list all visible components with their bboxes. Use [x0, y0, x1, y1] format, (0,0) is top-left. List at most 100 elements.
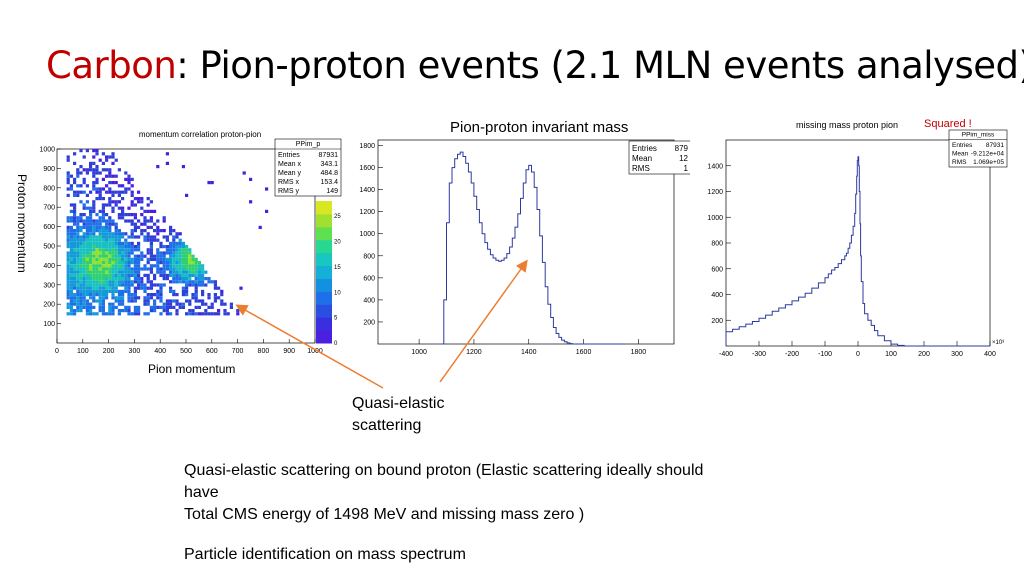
heatmap-cell	[82, 248, 86, 252]
heatmap-cell	[124, 277, 128, 281]
heatmap-cell	[95, 267, 99, 271]
heatmap-cell	[89, 222, 93, 226]
heatmap-cell	[156, 254, 160, 258]
heatmap-cell	[133, 277, 137, 281]
heatmap-cell	[191, 264, 195, 268]
heatmap-cell	[108, 197, 112, 201]
heatmap-cell	[175, 293, 179, 297]
heatmap-cell	[79, 213, 83, 217]
heatmap-cell	[127, 245, 131, 249]
arrow-label: Quasi-elastic scattering	[352, 393, 444, 437]
heatmap-cell	[201, 264, 205, 268]
heatmap-cell	[146, 209, 150, 213]
heatmap-cell	[175, 251, 179, 255]
heatmap-cell	[229, 302, 233, 306]
heatmap-cell	[98, 222, 102, 226]
heatmap-cell	[101, 209, 105, 213]
heatmap-cell	[92, 283, 96, 287]
heatmap-cell	[204, 283, 208, 287]
heatmap-cell	[85, 248, 89, 252]
heatmap-cell	[127, 280, 131, 284]
heatmap-cell	[89, 286, 93, 290]
x-axis-caption: Pion momentum	[148, 362, 236, 376]
heatmap-cell	[156, 165, 160, 169]
heatmap-cell	[137, 283, 141, 287]
heatmap-cell	[101, 257, 105, 261]
heatmap-cell	[98, 264, 102, 268]
heatmap-cell	[175, 273, 179, 277]
heatmap-cell	[85, 280, 89, 284]
heatmap-cell	[143, 267, 147, 271]
heatmap-cell	[117, 254, 121, 258]
heatmap-cell	[117, 309, 121, 313]
heatmap-cell	[111, 305, 115, 309]
heatmap-cell	[165, 312, 169, 316]
y-tick-label: 1600	[359, 165, 375, 172]
heatmap-cell	[92, 296, 96, 300]
heatmap-cell	[169, 280, 173, 284]
heatmap-cell	[121, 213, 125, 217]
heatmap-cell	[111, 302, 115, 306]
heatmap-cell	[137, 296, 141, 300]
heatmap-cell	[95, 219, 99, 223]
heatmap-cell	[133, 309, 137, 313]
heatmap-cell	[108, 289, 112, 293]
heatmap-cell	[197, 267, 201, 271]
heatmap-cell	[156, 225, 160, 229]
heatmap-cell	[101, 187, 105, 191]
heatmap-cell	[117, 270, 121, 274]
heatmap-cell	[117, 293, 121, 297]
heatmap-cell	[79, 200, 83, 204]
heatmap-cell	[108, 168, 112, 172]
heatmap-cell	[85, 283, 89, 287]
heatmap-cell	[101, 161, 105, 165]
heatmap-cell	[69, 293, 73, 297]
heatmap-cell	[146, 261, 150, 265]
heatmap-cell	[149, 219, 153, 223]
heatmap-cell	[117, 232, 121, 236]
heatmap-cell	[188, 309, 192, 313]
heatmap-cell	[143, 312, 147, 316]
heatmap-cell	[159, 257, 163, 261]
heatmap-cell	[207, 181, 211, 185]
heatmap-cell	[213, 286, 217, 290]
heatmap-cell	[105, 267, 109, 271]
x-tick-label: 100	[77, 348, 89, 355]
heatmap-cell	[95, 293, 99, 297]
heatmap-cell	[85, 293, 89, 297]
heatmap-cell	[185, 312, 189, 316]
heatmap-cell	[85, 270, 89, 274]
heatmap-cell	[117, 273, 121, 277]
heatmap-cell	[130, 248, 134, 252]
heatmap-cell	[114, 222, 118, 226]
heatmap-cell	[175, 257, 179, 261]
heatmap-cell	[82, 299, 86, 303]
colorbar-segment	[316, 317, 332, 331]
heatmap-cell	[130, 177, 134, 181]
heatmap-cell	[73, 257, 77, 261]
heatmap-cell	[143, 283, 147, 287]
heatmap-cell	[194, 293, 198, 297]
heatmap-cell	[108, 261, 112, 265]
heatmap-cell	[121, 302, 125, 306]
heatmap-cell	[101, 312, 105, 316]
heatmap-cell	[73, 299, 77, 303]
heatmap-cell	[117, 229, 121, 233]
heatmap-cell	[69, 235, 73, 239]
heatmap-cell	[207, 312, 211, 316]
heatmap-cell	[162, 235, 166, 239]
heatmap-cell	[105, 312, 109, 316]
heatmap-points	[66, 149, 269, 316]
heatmap-cell	[133, 245, 137, 249]
heatmap-cell	[153, 238, 157, 242]
heatmap-cell	[73, 302, 77, 306]
heatmap-cell	[133, 235, 137, 239]
heatmap-cell	[79, 309, 83, 313]
heatmap-cell	[89, 235, 93, 239]
heatmap-cell	[82, 305, 86, 309]
heatmap-cell	[153, 254, 157, 258]
heatmap-cell	[178, 251, 182, 255]
heatmap-cell	[92, 254, 96, 258]
heatmap-cell	[73, 177, 77, 181]
heatmap-cell	[137, 273, 141, 277]
